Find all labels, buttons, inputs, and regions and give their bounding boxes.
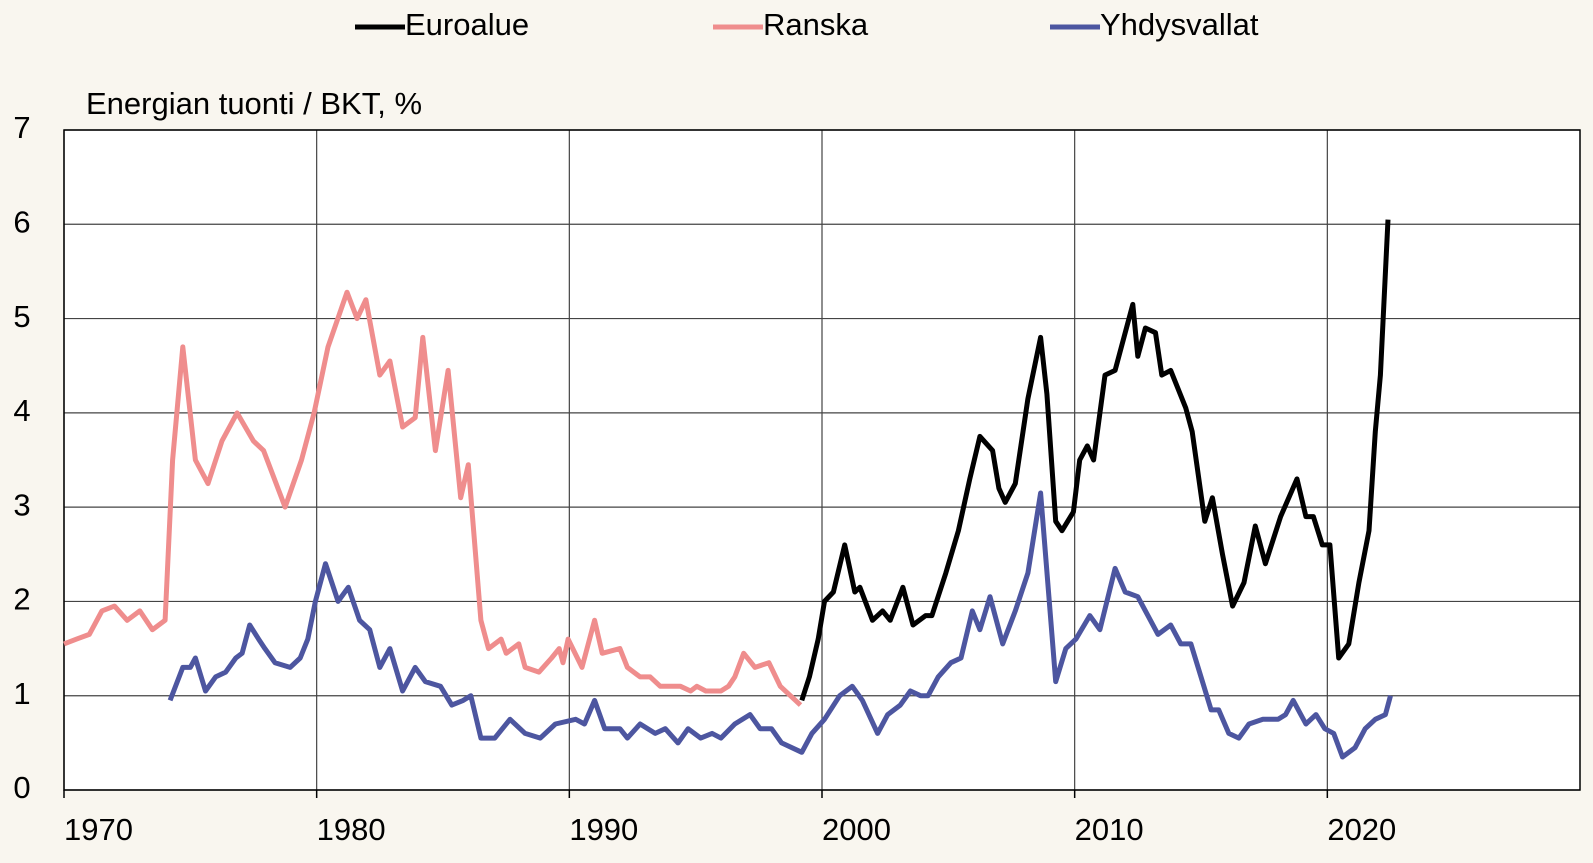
series-line bbox=[799, 219, 1391, 702]
y-axis-label: Energian tuonti / BKT, % bbox=[86, 86, 422, 121]
y-tick-label: 6 bbox=[13, 204, 30, 239]
legend-label: Ranska bbox=[763, 7, 869, 42]
legend-label: Euroalue bbox=[405, 7, 529, 42]
y-tick-label: 7 bbox=[13, 110, 30, 145]
x-tick-label: 1980 bbox=[317, 812, 386, 847]
x-tick-label: 1970 bbox=[64, 812, 133, 847]
series-line bbox=[63, 289, 803, 707]
y-tick-label: 2 bbox=[13, 582, 30, 617]
x-tick-label: 1990 bbox=[569, 812, 638, 847]
y-tick-label: 5 bbox=[13, 299, 30, 334]
x-tick-label: 2000 bbox=[822, 812, 891, 847]
legend-label: Yhdysvallat bbox=[1100, 7, 1259, 42]
series-line bbox=[167, 490, 1393, 760]
x-tick-label: 2010 bbox=[1075, 812, 1144, 847]
y-tick-label: 3 bbox=[13, 487, 30, 522]
y-tick-label: 4 bbox=[13, 393, 30, 428]
plot-border bbox=[63, 129, 1581, 791]
x-tick-label: 2020 bbox=[1327, 812, 1396, 847]
y-tick-label: 1 bbox=[13, 676, 30, 711]
y-tick-label: 0 bbox=[13, 770, 30, 805]
